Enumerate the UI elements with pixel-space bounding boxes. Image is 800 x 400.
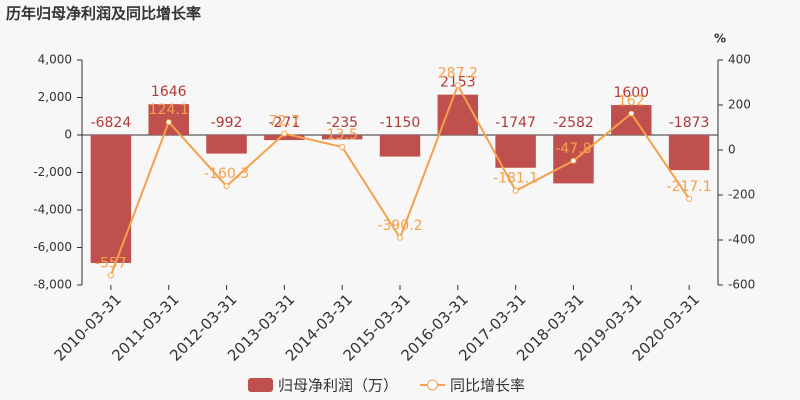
line-point — [628, 110, 635, 117]
y2-unit: % — [714, 32, 726, 46]
line-point — [512, 187, 519, 194]
bar — [206, 135, 247, 154]
bar — [495, 135, 536, 168]
line-value-label: 72.7 — [269, 114, 300, 130]
line-value-label: -47.8 — [555, 141, 591, 157]
bar — [264, 135, 305, 141]
y2-tick-label: 400 — [728, 53, 751, 67]
y-tick-label: -4,000 — [33, 203, 72, 217]
bar — [611, 105, 652, 135]
line-point — [223, 183, 230, 190]
bar-value-label: -235 — [326, 115, 358, 131]
bar-value-label: 1600 — [613, 85, 649, 101]
y2-tick-label: -200 — [728, 188, 755, 202]
y-tick-label: 4,000 — [38, 53, 72, 67]
bar-value-label: 1646 — [151, 84, 187, 100]
legend-swatch — [248, 378, 273, 392]
line-value-label: 124.1 — [149, 102, 189, 118]
line-point — [107, 272, 114, 279]
bar-value-label: -1747 — [495, 115, 536, 131]
bar-value-label: -1873 — [669, 115, 710, 131]
legend-swatch-point — [427, 379, 439, 391]
chart-title: 历年归母净利润及同比增长率 — [6, 5, 201, 23]
line-point — [281, 130, 288, 137]
y-tick-label: -6,000 — [33, 240, 72, 254]
bar-value-label: -2582 — [553, 115, 594, 131]
y-tick-label: 0 — [64, 128, 72, 142]
bar-value-label: -992 — [211, 115, 243, 131]
y2-tick-label: -400 — [728, 233, 755, 247]
bar — [437, 94, 479, 135]
y2-tick-label: 0 — [728, 143, 736, 157]
bar — [668, 135, 710, 171]
line-point — [454, 82, 461, 89]
y2-tick-label: 200 — [728, 98, 751, 112]
line-point — [397, 234, 403, 241]
line-value-label: 287.2 — [438, 65, 478, 81]
line-point — [339, 143, 346, 150]
line-value-label: -557 — [95, 255, 127, 271]
line-point — [570, 157, 577, 164]
bar — [90, 135, 132, 263]
bar — [379, 135, 421, 157]
y-tick-label: -2,000 — [33, 165, 72, 179]
bar — [321, 135, 363, 140]
y-tick-label: -8,000 — [33, 278, 72, 292]
line-point — [686, 195, 693, 202]
bar-value-label: -1150 — [380, 115, 421, 131]
line-point — [165, 119, 172, 126]
line-value-label: -160.3 — [204, 166, 249, 182]
y-tick-label: 2,000 — [38, 90, 72, 104]
bar-value-label: -271 — [268, 115, 300, 131]
bar-value-label: -6824 — [91, 115, 132, 131]
line-value-label: -181.1 — [493, 171, 538, 187]
line-value-label: -217.1 — [667, 179, 712, 195]
legend-label: 同比增长率 — [450, 377, 525, 395]
line-value-label: -390.2 — [377, 218, 422, 234]
y2-tick-label: -600 — [728, 278, 755, 292]
legend-label: 归母净利润（万） — [278, 377, 398, 395]
line-value-label: 162 — [618, 94, 645, 110]
line-value-label: 13.5 — [327, 127, 358, 143]
